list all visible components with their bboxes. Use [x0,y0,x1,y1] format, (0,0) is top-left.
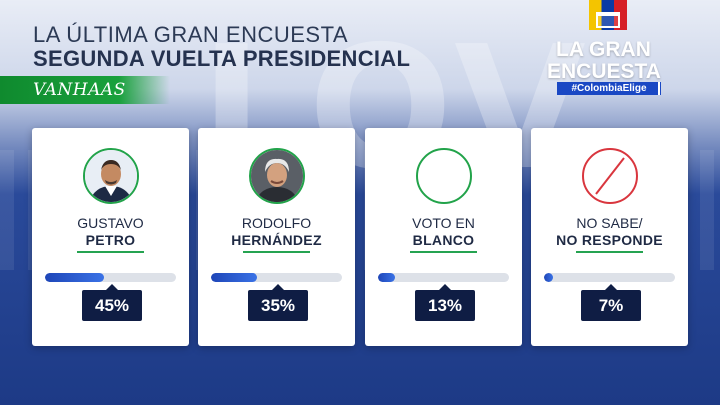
option-second-line: NO RESPONDE [556,232,663,248]
name-underline [410,251,477,253]
percent-badge: 35% [248,284,308,321]
percent-bar-fill [45,273,104,282]
hashtag-accent-bar [658,82,660,95]
percent-badge: 7% [581,284,641,321]
percent-badge: 45% [82,284,142,321]
option-first-line: VOTO EN [412,215,475,231]
candidate-last-name: HERNÁNDEZ [231,232,322,248]
percent-bar-fill [211,273,257,282]
brand-logo-text: VANHAAS [33,80,126,100]
logo-title-line2: ENCUESTA [547,60,661,83]
candidate-card-petro: GUSTAVO PETRO 45% [32,128,189,346]
avatar-petro [82,148,139,204]
percent-bar-track [45,273,176,282]
option-second-line: BLANCO [412,232,475,248]
option-card-voto-en-blanco: VOTO EN BLANCO 13% [365,128,522,346]
candidate-last-name: PETRO [85,232,136,248]
prohibited-slash-icon [581,148,638,204]
percent-badge: 13% [415,284,475,321]
name-underline [77,251,144,253]
candidate-first-name: GUSTAVO [77,215,144,231]
percent-bar-track [211,273,342,282]
percent-bar-fill [544,273,554,282]
capitol-building-icon [596,12,620,28]
brand-bar [0,76,170,104]
option-first-line: NO SABE/ [576,215,643,231]
candidate-card-hernandez: RODOLFO HERNÁNDEZ 35% [198,128,355,346]
empty-circle-icon [415,148,472,204]
header-title-line2: SEGUNDA VUELTA PRESIDENCIAL [33,46,411,71]
percent-bar-track [544,273,675,282]
option-card-no-responde: NO SABE/ NO RESPONDE 7% [531,128,688,346]
percent-bar-track [378,273,509,282]
avatar-hernandez [248,148,305,204]
candidate-first-name: RODOLFO [241,215,312,231]
header-title-line1: LA ÚLTIMA GRAN ENCUESTA [33,22,349,47]
percent-bar-fill [378,273,396,282]
name-underline [576,251,643,253]
logo-title-line1: LA GRAN [556,38,651,61]
name-underline [243,251,310,253]
logo-hashtag: #ColombiaElige [557,82,661,95]
